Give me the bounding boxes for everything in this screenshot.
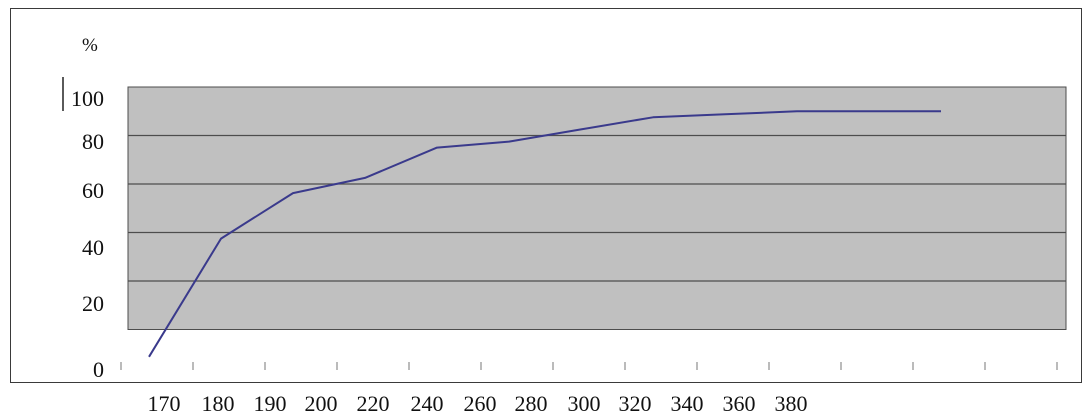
x-tick-label: 300 (568, 391, 601, 416)
x-tick-label: 180 (202, 391, 235, 416)
x-tick-label: 320 (619, 391, 652, 416)
gridlines (128, 134, 1066, 282)
y-tick-label: 0 (93, 357, 104, 382)
y-tick-label: 100 (71, 86, 104, 111)
x-tick-label: 340 (671, 391, 704, 416)
x-tick-label: 240 (411, 391, 444, 416)
x-tick-label: 170 (148, 391, 181, 416)
y-tick-label: 80 (82, 129, 104, 154)
y-tick-label: 60 (82, 178, 104, 203)
y-tick-label: 40 (82, 235, 104, 260)
y-axis-unit-label: % (82, 35, 98, 56)
x-tick-label: 260 (464, 391, 497, 416)
x-tick-label: 380 (775, 391, 808, 416)
y-tick-label: 20 (82, 291, 104, 316)
y-axis-ticks: 100 80 60 40 20 0 (71, 86, 104, 382)
series-layer (148, 110, 941, 358)
x-tick-label: 220 (357, 391, 390, 416)
x-tick-label: 190 (254, 391, 287, 416)
series-line (148, 110, 941, 358)
x-tick-label: 280 (515, 391, 548, 416)
x-tick-label: 360 (723, 391, 756, 416)
x-tick-label: 200 (305, 391, 338, 416)
chart-frame (10, 8, 1082, 383)
x-axis-ticks: 170 180 190 200 220 240 260 280 300 320 340 360 380 (120, 362, 1058, 416)
